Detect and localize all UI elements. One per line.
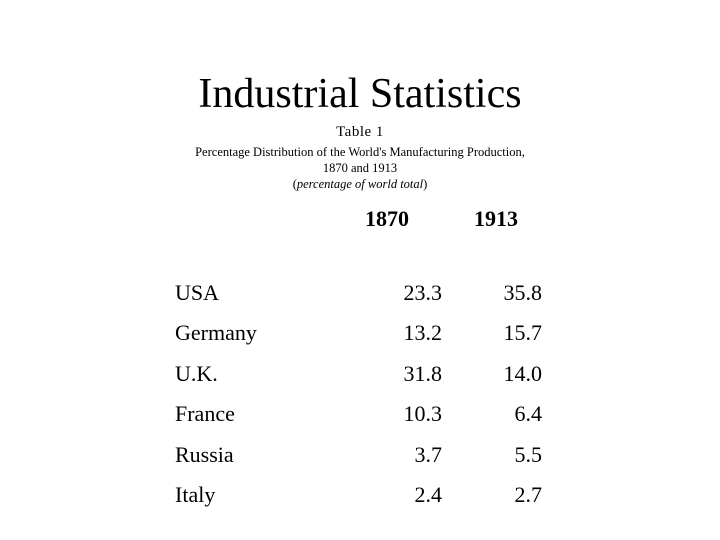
table-header-row: 1870 1913	[0, 206, 720, 236]
description-line-2: 1870 and 1913	[322, 161, 398, 175]
country-name: Germany	[175, 320, 257, 345]
column-header-1870: 1870	[365, 206, 409, 231]
country-name: Russia	[175, 442, 234, 467]
units-open-paren: (	[292, 177, 297, 191]
table-row: Germany 13.2 15.7	[0, 318, 720, 348]
value-1913: 35.8	[503, 280, 543, 305]
table-row: France 10.3 6.4	[0, 399, 720, 429]
units-note: (percentage of world total)	[150, 176, 570, 192]
country-name: USA	[175, 280, 220, 305]
column-header-1913: 1913	[474, 206, 518, 231]
value-1870: 13.2	[403, 320, 443, 345]
table-row: USA 23.3 35.8	[0, 278, 720, 308]
units-text: percentage of world total	[296, 177, 424, 191]
table-row: Russia 3.7 5.5	[0, 440, 720, 470]
units-close-paren: )	[423, 177, 428, 191]
table-label: Table 1	[336, 124, 384, 140]
value-1870: 10.3	[403, 401, 443, 426]
table-description: Percentage Distribution of the World's M…	[150, 144, 570, 192]
country-name: U.K.	[175, 361, 218, 386]
value-1870: 3.7	[414, 442, 443, 467]
value-1870: 31.8	[403, 361, 443, 386]
country-name: Italy	[175, 482, 216, 507]
value-1913: 14.0	[503, 361, 543, 386]
value-1913: 6.4	[514, 401, 543, 426]
slide-title: Industrial Statistics	[198, 71, 522, 117]
table-row: U.K. 31.8 14.0	[0, 359, 720, 389]
country-name: France	[175, 401, 235, 426]
table-row: Italy 2.4 2.7	[0, 480, 720, 510]
value-1913: 2.7	[514, 482, 543, 507]
value-1913: 5.5	[514, 442, 543, 467]
description-line-1: Percentage Distribution of the World's M…	[195, 145, 525, 159]
value-1913: 15.7	[503, 320, 543, 345]
value-1870: 2.4	[414, 482, 443, 507]
value-1870: 23.3	[403, 280, 443, 305]
